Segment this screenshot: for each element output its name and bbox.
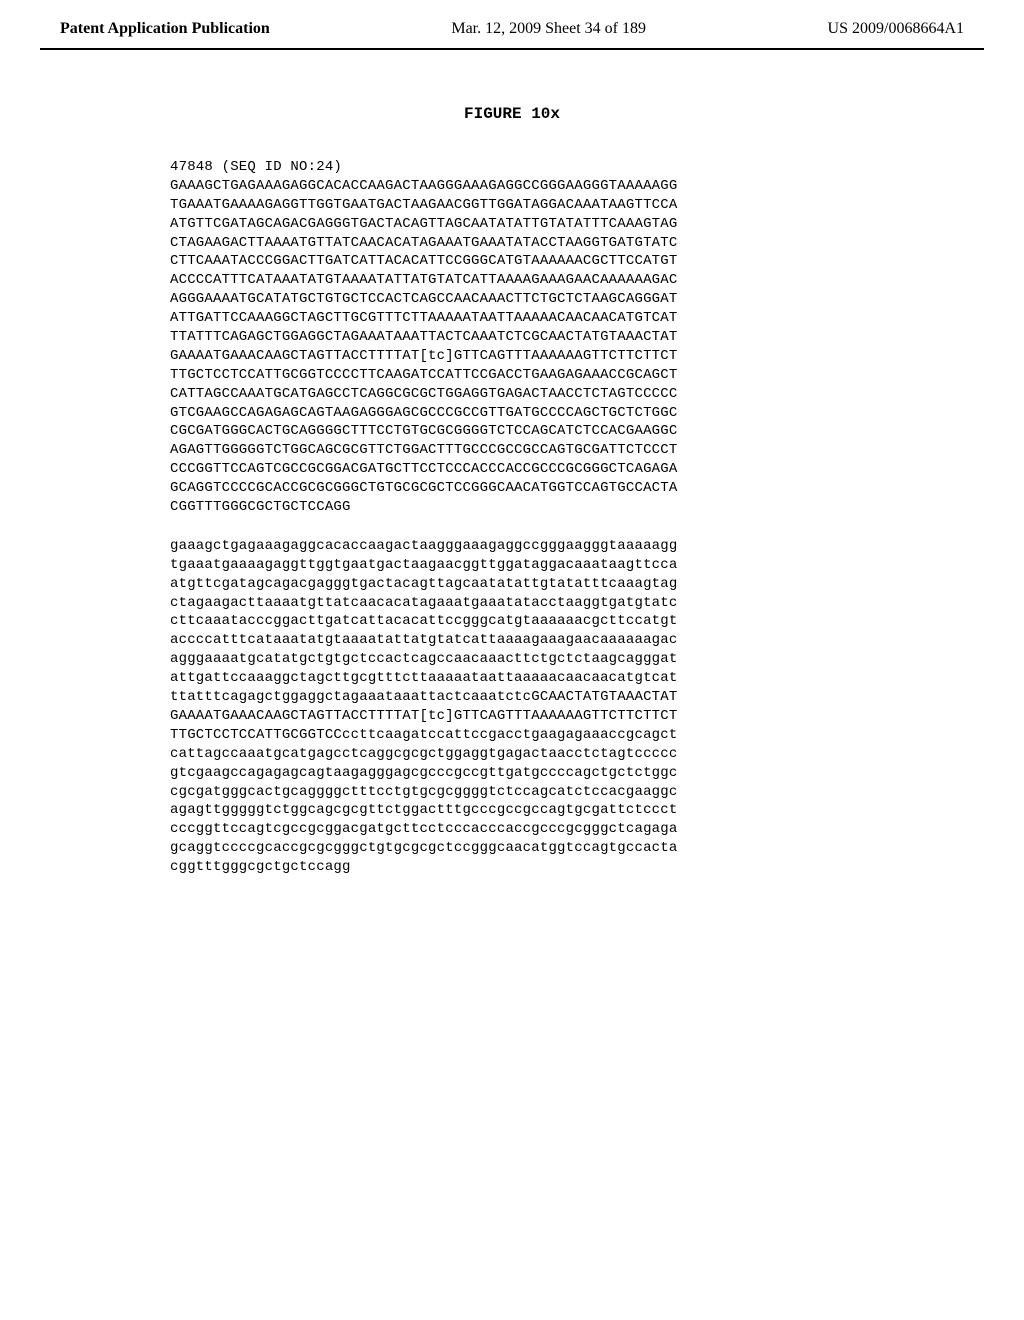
sequence-line: tgaaatgaaaagaggttggtgaatgactaagaacggttgg… [170, 556, 854, 575]
page-header: Patent Application Publication Mar. 12, … [0, 0, 1024, 48]
sequence-line: gcaggtccccgcaccgcgcgggctgtgcgcgctccgggca… [170, 839, 854, 858]
sequence-line: CCCGGTTCCAGTCGCCGCGGACGATGCTTCCTCCCACCCA… [170, 460, 854, 479]
sequence-line: agggaaaatgcatatgctgtgctccactcagccaacaaac… [170, 650, 854, 669]
sequence-line: CTAGAAGACTTAAAATGTTATCAACACATAGAAATGAAAT… [170, 234, 854, 253]
sequence-upper-block: GAAAGCTGAGAAAGAGGCACACCAAGACTAAGGGAAAGAG… [170, 177, 854, 517]
sequence-line: cccggttccagtcgccgcggacgatgcttcctcccaccca… [170, 820, 854, 839]
sequence-line: ctagaagacttaaaatgttatcaacacatagaaatgaaat… [170, 594, 854, 613]
sequence-line: TTATTTCAGAGCTGGAGGCTAGAAATAAATTACTCAAATC… [170, 328, 854, 347]
sequence-line: cgcgatgggcactgcaggggctttcctgtgcgcggggtct… [170, 783, 854, 802]
header-document-id: US 2009/0068664A1 [828, 20, 964, 38]
sequence-line: accccatttcataaatatgtaaaatattatgtatcattaa… [170, 631, 854, 650]
sequence-line: GTCGAAGCCAGAGAGCAGTAAGAGGGAGCGCCCGCCGTTG… [170, 404, 854, 423]
sequence-line: GAAAGCTGAGAAAGAGGCACACCAAGACTAAGGGAAAGAG… [170, 177, 854, 196]
sequence-id-header: 47848 (SEQ ID NO:24) [170, 158, 854, 177]
sequence-line: cttcaaatacccggacttgatcattacacattccgggcat… [170, 612, 854, 631]
sequence-line: CTTCAAATACCCGGACTTGATCATTACACATTCCGGGCAT… [170, 252, 854, 271]
sequence-line: TTGCTCCTCCATTGCGGTCCCCTTCAAGATCCATTCCGAC… [170, 366, 854, 385]
sequence-line: TTGCTCCTCCATTGCGGTCCccttcaagatccattccgac… [170, 726, 854, 745]
sequence-line: cattagccaaatgcatgagcctcaggcgcgctggaggtga… [170, 745, 854, 764]
sequence-line: CATTAGCCAAATGCATGAGCCTCAGGCGCGCTGGAGGTGA… [170, 385, 854, 404]
sequence-line: CGCGATGGGCACTGCAGGGGCTTTCCTGTGCGCGGGGTCT… [170, 422, 854, 441]
sequence-line: ATGTTCGATAGCAGACGAGGGTGACTACAGTTAGCAATAT… [170, 215, 854, 234]
sequence-lower-block: gaaagctgagaaagaggcacaccaagactaagggaaagag… [170, 537, 854, 877]
header-divider [40, 48, 984, 50]
sequence-line: atgttcgatagcagacgagggtgactacagttagcaatat… [170, 575, 854, 594]
sequence-line: AGAGTTGGGGGTCTGGCAGCGCGTTCTGGACTTTGCCCGC… [170, 441, 854, 460]
sequence-line: ACCCCATTTCATAAATATGTAAAATATTATGTATCATTAA… [170, 271, 854, 290]
figure-title: FIGURE 10x [0, 105, 1024, 123]
sequence-line: agagttgggggtctggcagcgcgttctggactttgcccgc… [170, 801, 854, 820]
sequence-line: GCAGGTCCCCGCACCGCGCGGGCTGTGCGCGCTCCGGGCA… [170, 479, 854, 498]
sequence-container: 47848 (SEQ ID NO:24) GAAAGCTGAGAAAGAGGCA… [0, 158, 1024, 877]
sequence-line: AGGGAAAATGCATATGCTGTGCTCCACTCAGCCAACAAAC… [170, 290, 854, 309]
sequence-line: cggtttgggcgctgctccagg [170, 858, 854, 877]
block-separator [170, 517, 854, 537]
sequence-line: TGAAATGAAAAGAGGTTGGTGAATGACTAAGAACGGTTGG… [170, 196, 854, 215]
sequence-line: GAAAATGAAACAAGCTAGTTACCTTTTAT[tc]GTTCAGT… [170, 347, 854, 366]
sequence-line: CGGTTTGGGCGCTGCTCCAGG [170, 498, 854, 517]
header-date-sheet: Mar. 12, 2009 Sheet 34 of 189 [451, 20, 646, 38]
sequence-line: ttatttcagagctggaggctagaaataaattactcaaatc… [170, 688, 854, 707]
header-publication: Patent Application Publication [60, 20, 270, 38]
sequence-line: gaaagctgagaaagaggcacaccaagactaagggaaagag… [170, 537, 854, 556]
sequence-line: gtcgaagccagagagcagtaagagggagcgcccgccgttg… [170, 764, 854, 783]
sequence-line: attgattccaaaggctagcttgcgtttcttaaaaataatt… [170, 669, 854, 688]
sequence-line: GAAAATGAAACAAGCTAGTTACCTTTTAT[tc]GTTCAGT… [170, 707, 854, 726]
sequence-line: ATTGATTCCAAAGGCTAGCTTGCGTTTCTTAAAAATAATT… [170, 309, 854, 328]
